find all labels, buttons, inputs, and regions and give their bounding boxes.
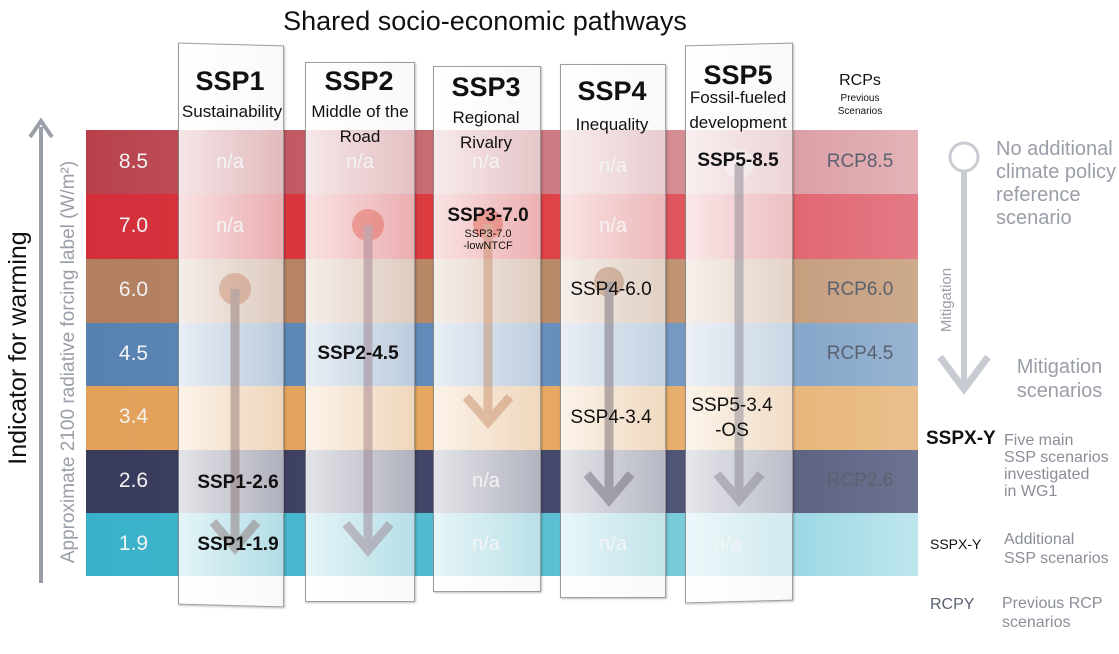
legend-line: SSP scenarios	[1004, 449, 1109, 466]
scenario-ssp5-8-5: SSP5-8.5	[697, 150, 779, 171]
scenario-ssp3-7-0-lowntcf-line1: SSP3-7.0	[464, 228, 512, 240]
mitigation-scenarios-legend: Mitigation scenarios	[1012, 355, 1107, 403]
level-label: 2.6	[118, 469, 149, 492]
scenario-ssp4-3-4: SSP4-3.4	[570, 407, 652, 428]
scenario-ssp1-2-6: SSP1-2.6	[197, 472, 279, 493]
main-scenario-key: SSPX-Y	[926, 428, 996, 449]
legend-line: Previous RCP	[1002, 595, 1103, 612]
additional-scenario-desc: Additional SSP scenarios	[1004, 530, 1109, 568]
na-label: n/a	[472, 470, 500, 492]
na-label: n/a	[599, 155, 627, 177]
ssp3-title: SSP3	[451, 72, 521, 102]
level-label: 7.0	[118, 214, 149, 237]
rcps-header-sub: Previous	[840, 93, 880, 104]
level-label: 1.9	[118, 532, 149, 555]
rcp-4-5: RCP4.5	[826, 343, 894, 364]
na-label: n/a	[714, 533, 742, 555]
previous-scenario-desc: Previous RCP scenarios	[1002, 594, 1102, 632]
scenario-ssp5-3-4-os-line1: SSP5-3.4	[691, 395, 773, 416]
legend-line: scenarios	[1002, 614, 1071, 631]
ssp2-pillar	[305, 62, 415, 602]
legend-line: Additional	[1004, 531, 1075, 548]
scenario-ssp3-7-0-lowntcf-line2: -lowNTCF	[463, 240, 513, 252]
rcp-2-6: RCP2.6	[826, 470, 894, 491]
additional-scenario-key: SSPX-Y	[930, 536, 982, 552]
rcps-header-sub: Scenarios	[837, 106, 883, 117]
scenario-ssp4-6-0: SSP4-6.0	[570, 279, 652, 300]
ssp5-arrow	[713, 149, 765, 507]
legend-line: Mitigation	[1016, 356, 1103, 378]
ssp3-arrow	[462, 209, 514, 429]
rcp-6-0: RCP6.0	[826, 279, 894, 300]
ssp4-name: Inequality	[575, 115, 649, 134]
up-arrow-icon	[28, 117, 54, 583]
level-label: 6.0	[118, 278, 149, 301]
ssp1-title: SSP1	[195, 66, 265, 96]
y-axis-up-arrow	[28, 115, 54, 585]
legend-line: No additional	[996, 138, 1113, 160]
main-scenario-desc: Five main SSP scenarios investigated in …	[1004, 432, 1109, 500]
na-label: n/a	[472, 151, 500, 173]
level-label: 4.5	[118, 342, 149, 365]
rcp-8-5: RCP8.5	[826, 151, 894, 172]
ssp3-pillar	[433, 66, 541, 592]
ssp1-name: Sustainability	[181, 102, 283, 121]
mitigation-axis-label: Mitigation	[938, 267, 955, 333]
legend-line: Five main	[1004, 432, 1074, 449]
legend-line: scenarios	[1016, 380, 1103, 402]
legend-line: investigated	[1004, 466, 1090, 483]
scenario-ssp2-4-5: SSP2-4.5	[317, 343, 399, 364]
legend-line: climate policy	[996, 161, 1117, 183]
na-label: n/a	[599, 215, 627, 237]
ssp4-title: SSP4	[577, 76, 647, 106]
scenario-ssp5-3-4-os-line2: -OS	[715, 420, 749, 441]
legend-line: reference	[996, 184, 1081, 206]
na-label: n/a	[346, 151, 374, 173]
ssp1-arrow	[209, 273, 261, 555]
ssp4-pillar	[560, 64, 666, 598]
ssp5-name: Fossil-fueled development	[689, 88, 787, 132]
na-label: n/a	[472, 533, 500, 555]
ssp5-title: SSP5	[703, 60, 773, 90]
figure-title: Shared socio-economic pathways	[283, 6, 687, 36]
legend-line: scenario	[996, 207, 1072, 229]
no-policy-legend: No additional climate policy reference s…	[996, 138, 1116, 230]
legend-line: SSP scenarios	[1004, 550, 1109, 567]
rcps-header: RCPs	[839, 72, 881, 89]
ssp3-name: Regional Rivalry	[452, 108, 520, 152]
na-label: n/a	[599, 533, 627, 555]
legend-line: in WG1	[1004, 483, 1058, 500]
ssp2-title: SSP2	[324, 66, 394, 96]
previous-scenario-key: RCPY	[930, 596, 975, 613]
na-label: n/a	[216, 215, 244, 237]
ssp2-name: Middle of the Road	[311, 102, 409, 146]
ssp4-arrow	[583, 267, 635, 507]
level-label: 3.4	[118, 405, 149, 428]
mitigation-legend-arrow	[937, 141, 991, 395]
level-label: 8.5	[118, 150, 149, 173]
na-label: n/a	[216, 151, 244, 173]
ssp2-arrow	[342, 209, 394, 557]
scenario-ssp1-1-9: SSP1-1.9	[197, 534, 279, 555]
scenario-ssp3-7-0: SSP3-7.0	[447, 205, 529, 226]
